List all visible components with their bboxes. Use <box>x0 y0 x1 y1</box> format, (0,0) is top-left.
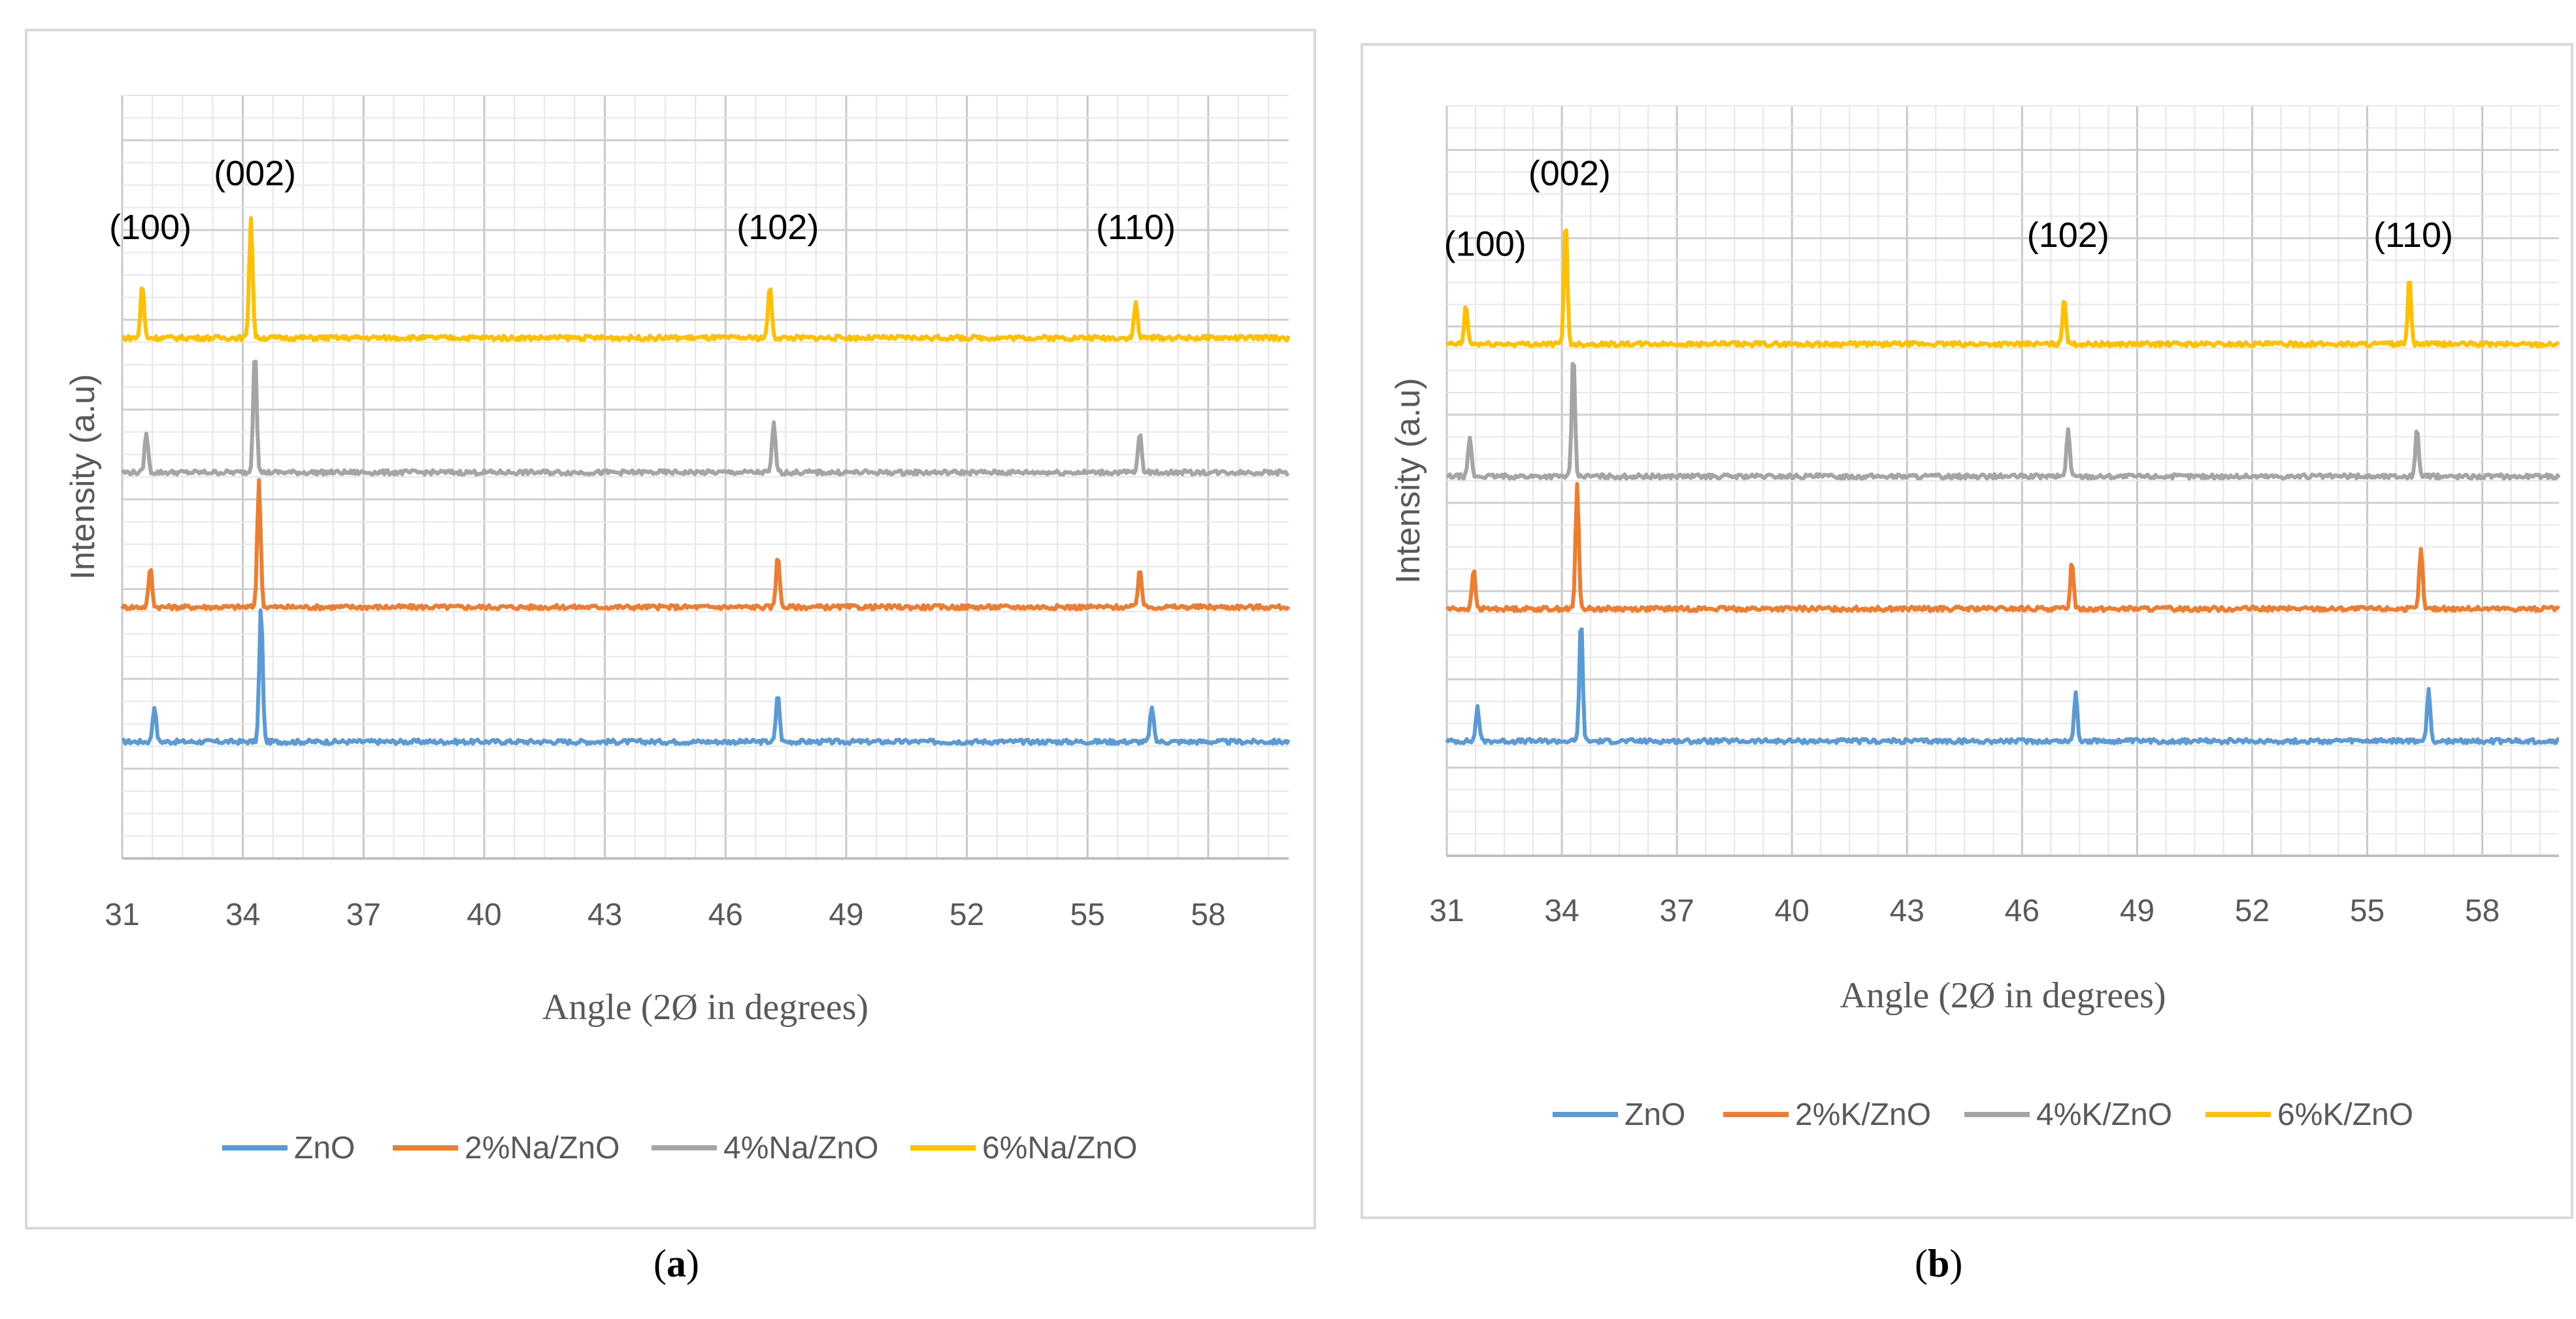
legend-entry: ZnO <box>294 1131 355 1165</box>
series-line <box>1445 228 2560 348</box>
legend-entry: 2%Na/ZnO <box>465 1131 619 1165</box>
xrd-chart-a: (100) (002) (102) (110) 31 34 37 40 43 46 49 52 55 58… <box>64 95 1291 1165</box>
peak-label: (002) <box>214 154 296 193</box>
x-tick-label: 46 <box>2005 894 2039 928</box>
peak-label: (102) <box>2027 216 2109 255</box>
x-axis-label: Angle (2Ø in degrees) <box>1840 975 2166 1016</box>
x-tick-label: 52 <box>2235 894 2270 928</box>
peak-label: (002) <box>1528 154 1611 193</box>
series-line <box>122 216 1291 342</box>
x-axis-label: Angle (2Ø in degrees) <box>542 987 868 1028</box>
gridlines <box>121 95 1289 860</box>
x-tick-label: 43 <box>587 898 622 932</box>
chart-panel-a: (100) (002) (102) (110) 31 34 37 40 43 46 49 52 55 58… <box>25 29 1316 1229</box>
series-line <box>120 359 1290 477</box>
chart-panel-b: (100) (002) (102) (110) 31 34 37 40 43 46 49 52 55 58… <box>1361 43 2573 1219</box>
caption-b: (b) <box>1915 1242 1963 1285</box>
x-tick-label: 31 <box>1429 894 1464 928</box>
x-tick-label: 49 <box>2120 894 2155 928</box>
legend-entry: 4%Na/ZnO <box>723 1131 878 1165</box>
x-tick-label: 55 <box>1070 898 1105 932</box>
gridlines <box>1445 105 2559 857</box>
series-line <box>122 608 1291 746</box>
x-tick-label: 55 <box>2350 894 2385 928</box>
x-tick-label: 49 <box>829 898 863 932</box>
xrd-chart-b: (100)(002) (102) (110) 31 34 37 40 43 46 49 52 55 58… <box>1389 105 2561 1132</box>
x-tick-label: 43 <box>1890 894 1924 928</box>
x-tick-label: 46 <box>708 898 743 932</box>
series-line <box>120 478 1291 611</box>
x-tick-label: 31 <box>105 898 139 932</box>
x-tick-label: 58 <box>1191 898 1225 932</box>
series-line <box>1445 627 2560 745</box>
x-tick-label: 52 <box>949 898 984 932</box>
x-tick-label: 40 <box>467 898 501 932</box>
legend-entry: ZnO <box>1625 1098 1685 1132</box>
peak-label: (100) <box>109 208 191 247</box>
legend-entry: 2%K/ZnO <box>1795 1098 1931 1132</box>
x-tick-label: 37 <box>1659 894 1694 928</box>
y-axis-label: Intensity (a.u) <box>1389 378 1427 583</box>
peak-label: (100) <box>1444 225 1527 264</box>
x-tick-label: 58 <box>2465 894 2500 928</box>
caption-a: (a) <box>653 1242 699 1285</box>
legend: ZnO 2%K/ZnO 4%K/ZnO 6%K/ZnO <box>1553 1098 2413 1132</box>
legend-entry: 6%Na/ZnO <box>982 1131 1137 1165</box>
legend-entry: 4%K/ZnO <box>2036 1098 2172 1132</box>
x-tick-label: 37 <box>346 898 381 932</box>
legend: ZnO 2%Na/ZnO 4%Na/ZnO 6%Na/ZnO <box>222 1131 1137 1165</box>
peak-label: (110) <box>1096 208 1176 247</box>
series-line <box>1445 481 2560 613</box>
x-tick-label: 34 <box>1544 894 1579 928</box>
series-line <box>1446 361 2561 481</box>
peak-label: (110) <box>2373 216 2453 255</box>
x-tick-label: 40 <box>1775 894 1809 928</box>
x-tick-label: 34 <box>225 898 260 932</box>
legend-entry: 6%K/ZnO <box>2277 1098 2413 1132</box>
peak-label: (102) <box>736 208 819 247</box>
y-axis-label: Intensity (a.u) <box>64 374 102 579</box>
